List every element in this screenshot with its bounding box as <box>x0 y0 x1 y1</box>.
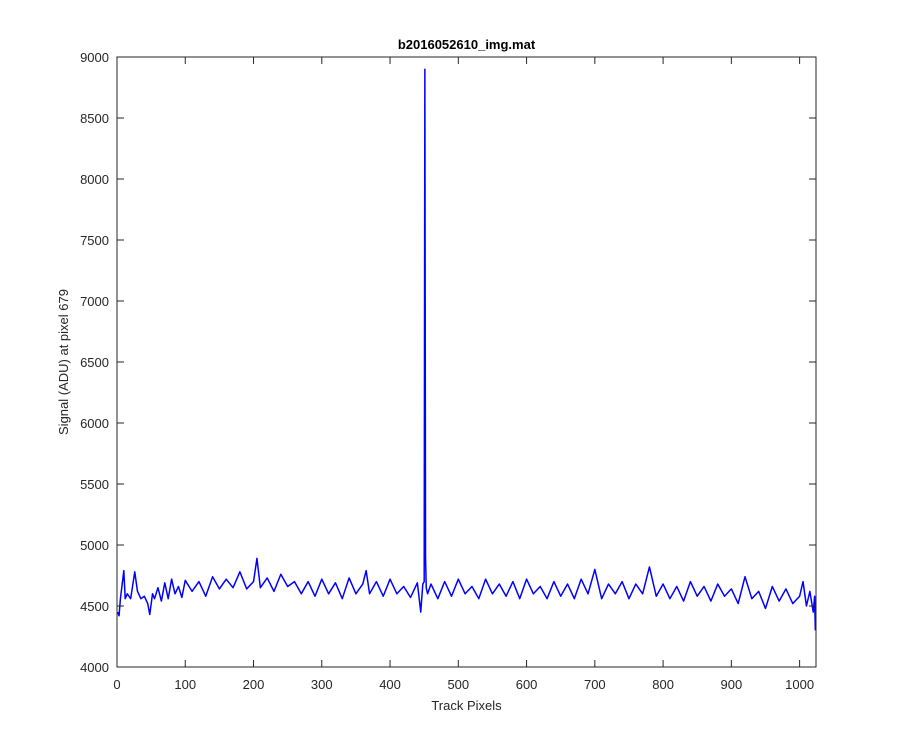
chart-title: b2016052610_img.mat <box>398 37 536 52</box>
x-tick-label: 500 <box>447 677 469 692</box>
y-tick-label: 9000 <box>80 50 109 65</box>
x-tick-label: 200 <box>243 677 265 692</box>
y-tick-label: 8000 <box>80 172 109 187</box>
x-tick-label: 300 <box>311 677 333 692</box>
y-tick-label: 4500 <box>80 599 109 614</box>
x-tick-label: 0 <box>113 677 120 692</box>
x-tick-label: 700 <box>584 677 606 692</box>
y-tick-label: 4000 <box>80 660 109 675</box>
y-axis: 4000 4500 5000 5500 6000 6500 7000 7500 8000 8500… <box>80 50 816 675</box>
y-tick-label: 8500 <box>80 111 109 126</box>
y-tick-label: 5500 <box>80 477 109 492</box>
y-tick-label: 7000 <box>80 294 109 309</box>
y-tick-label: 6500 <box>80 355 109 370</box>
x-tick-label: 900 <box>721 677 743 692</box>
x-tick-label: 100 <box>174 677 196 692</box>
x-axis-title: Track Pixels <box>431 698 502 713</box>
x-tick-label: 1000 <box>785 677 814 692</box>
series-layer <box>116 68 817 631</box>
x-tick-label: 600 <box>516 677 538 692</box>
y-tick-label: 5000 <box>80 538 109 553</box>
signal-series-line <box>116 68 817 631</box>
plot-area <box>117 57 816 667</box>
x-axis: 0 100 200 300 400 500 600 700 800 900 1000 <box>113 57 814 692</box>
x-tick-label: 400 <box>379 677 401 692</box>
y-axis-title: Signal (ADU) at pixel 679 <box>56 289 71 435</box>
y-tick-label: 7500 <box>80 233 109 248</box>
y-tick-label: 6000 <box>80 416 109 431</box>
x-tick-label: 800 <box>652 677 674 692</box>
